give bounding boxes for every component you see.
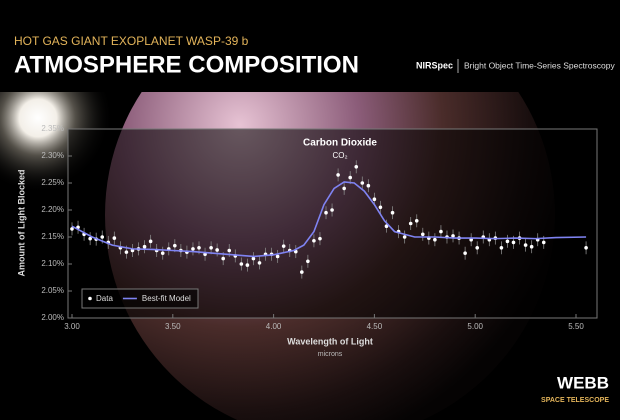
y-tick-label: 2.00% (41, 313, 64, 322)
kicker: HOT GAS GIANT EXOPLANET WASP-39 b (14, 34, 249, 48)
x-axis-label: Wavelength of Light (287, 336, 373, 346)
data-point (342, 186, 346, 191)
data-point (191, 247, 195, 251)
data-point (142, 244, 147, 249)
data-point (402, 235, 407, 239)
x-tick-label: 3.00 (64, 322, 80, 331)
y-tick-label: 2.15% (41, 232, 64, 241)
data-point (378, 205, 383, 210)
data-point (451, 234, 455, 238)
data-point (414, 219, 419, 223)
data-point (511, 240, 516, 245)
data-point (281, 244, 286, 248)
legend-swatch (88, 296, 92, 301)
data-point (215, 248, 219, 252)
data-point (88, 236, 92, 241)
y-tick-label: 2.20% (41, 205, 64, 214)
logo-name: WEBB (557, 373, 609, 392)
data-point (463, 251, 467, 255)
data-point (197, 246, 201, 250)
data-point (318, 236, 322, 241)
annotation-formula: CO₂ (332, 151, 347, 160)
data-point (523, 243, 528, 247)
data-point (348, 175, 353, 180)
data-point (439, 229, 443, 234)
model-line (71, 181, 587, 258)
data-point (209, 246, 213, 250)
data-point (70, 227, 74, 231)
x-axis-unit: microns (318, 351, 343, 358)
y-axis-label: Amount of Light Blocked (16, 170, 26, 277)
legend-label: Data (96, 294, 113, 303)
data-point (300, 270, 304, 274)
y-tick-label: 2.05% (41, 286, 64, 295)
data-point (384, 224, 389, 228)
data-point (475, 246, 480, 250)
data-point (541, 240, 546, 245)
header-band (0, 0, 620, 92)
data-point (275, 254, 280, 259)
data-point (148, 239, 153, 244)
legend-box (81, 288, 199, 309)
y-tick-label: 2.30% (41, 151, 64, 160)
x-tick-label: 4.50 (367, 322, 383, 331)
data-point (173, 243, 177, 248)
x-tick-label: 5.50 (568, 322, 584, 331)
mode: Bright Object Time-Series Spectroscopy (464, 60, 615, 70)
data-point (336, 173, 340, 177)
data-point (499, 246, 504, 250)
data-point (221, 256, 225, 261)
title: ATMOSPHERE COMPOSITION (14, 51, 359, 78)
data-point (257, 261, 262, 265)
y-tick-label: 2.35% (41, 124, 64, 133)
data-point (324, 210, 328, 215)
data-point (505, 239, 510, 244)
data-point (408, 221, 413, 226)
data-point (420, 232, 425, 237)
data-point (584, 246, 588, 250)
data-point (100, 235, 105, 239)
instrument: NIRSpec (416, 60, 453, 70)
data-point (372, 197, 377, 201)
data-point (312, 238, 316, 243)
data-point (366, 183, 371, 188)
y-tick-label: 2.10% (41, 259, 64, 268)
logo-sub: SPACE TELESCOPE (541, 397, 609, 404)
plot-frame (67, 128, 598, 319)
data-point (330, 208, 334, 212)
x-tick-label: 3.50 (165, 322, 181, 331)
data-point (529, 244, 534, 249)
data-point (251, 256, 256, 261)
data-point (354, 165, 359, 169)
data-point (390, 210, 395, 215)
data-point (306, 259, 310, 264)
data-point (245, 263, 250, 267)
data-point (239, 262, 244, 266)
x-tick-label: 4.00 (266, 322, 282, 331)
data-point (227, 248, 232, 253)
y-tick-label: 2.25% (41, 178, 64, 187)
data-point (360, 181, 365, 185)
data-point (160, 251, 165, 255)
data-point (112, 236, 117, 240)
data-point (124, 250, 129, 254)
annotation: Carbon Dioxide (303, 138, 377, 149)
x-tick-label: 5.00 (467, 322, 483, 331)
data-point (433, 237, 437, 242)
legend-label: Best-fit Model (142, 294, 191, 303)
